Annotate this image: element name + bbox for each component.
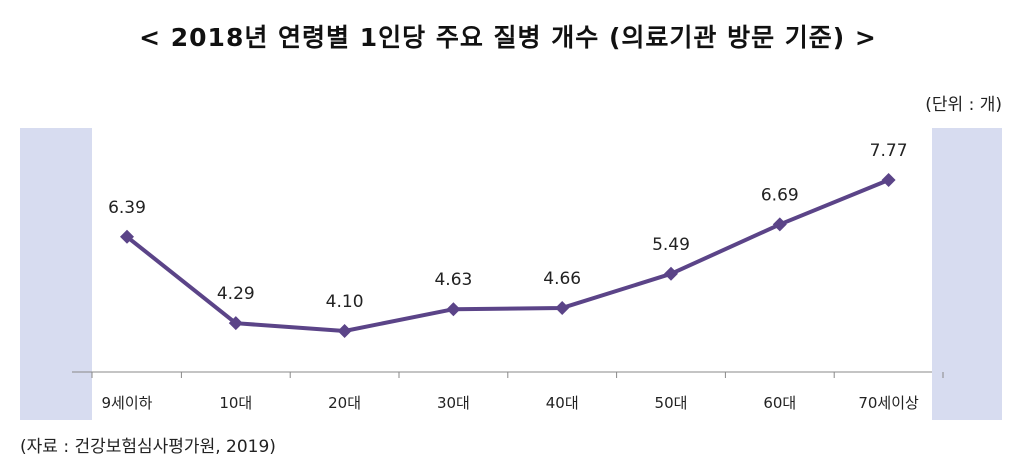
data-point-marker bbox=[337, 324, 352, 338]
x-tick-label: 30대 bbox=[437, 394, 470, 412]
x-tick-label: 70세이상 bbox=[858, 394, 919, 412]
data-label: 7.77 bbox=[870, 141, 908, 161]
data-label: 6.69 bbox=[761, 185, 799, 205]
data-label: 4.63 bbox=[434, 270, 472, 290]
data-label: 6.39 bbox=[108, 198, 146, 218]
data-markers bbox=[120, 173, 896, 338]
data-point-marker bbox=[446, 302, 461, 317]
series-line bbox=[125, 178, 890, 333]
data-point-marker bbox=[228, 316, 243, 331]
data-label: 5.49 bbox=[652, 235, 690, 255]
right-side-band bbox=[932, 128, 1002, 420]
plot-area bbox=[92, 128, 932, 420]
x-tick-label: 50대 bbox=[655, 394, 688, 412]
data-label: 4.10 bbox=[326, 292, 364, 312]
x-tick-labels: 9세이하 10대 20대 30대 40대 50대 60대 70세이상 bbox=[102, 394, 920, 412]
source-note: (자료 : 건강보험심사평가원, 2019) bbox=[20, 437, 276, 457]
left-side-band bbox=[20, 128, 92, 420]
x-tick-label: 40대 bbox=[546, 394, 579, 412]
x-tick-label: 60대 bbox=[763, 394, 796, 412]
x-tick-label: 10대 bbox=[219, 394, 252, 412]
unit-label: (단위 : 개) bbox=[925, 95, 1002, 115]
data-point-marker bbox=[881, 173, 896, 187]
x-tick-label: 20대 bbox=[328, 394, 361, 412]
x-axis-ticks bbox=[91, 372, 944, 378]
data-point-marker bbox=[555, 300, 570, 315]
x-tick-label: 9세이하 bbox=[102, 394, 153, 412]
data-point-marker bbox=[664, 266, 678, 281]
data-label: 4.29 bbox=[217, 284, 255, 304]
data-labels: 6.39 4.29 4.10 4.63 4.66 5.49 6.69 7.77 bbox=[108, 141, 907, 312]
data-point-marker bbox=[772, 217, 787, 232]
data-point-marker bbox=[120, 229, 134, 244]
data-label: 4.66 bbox=[543, 269, 581, 289]
chart-title: < 2018년 연령별 1인당 주요 질병 개수 (의료기관 방문 기준) > bbox=[139, 23, 877, 52]
